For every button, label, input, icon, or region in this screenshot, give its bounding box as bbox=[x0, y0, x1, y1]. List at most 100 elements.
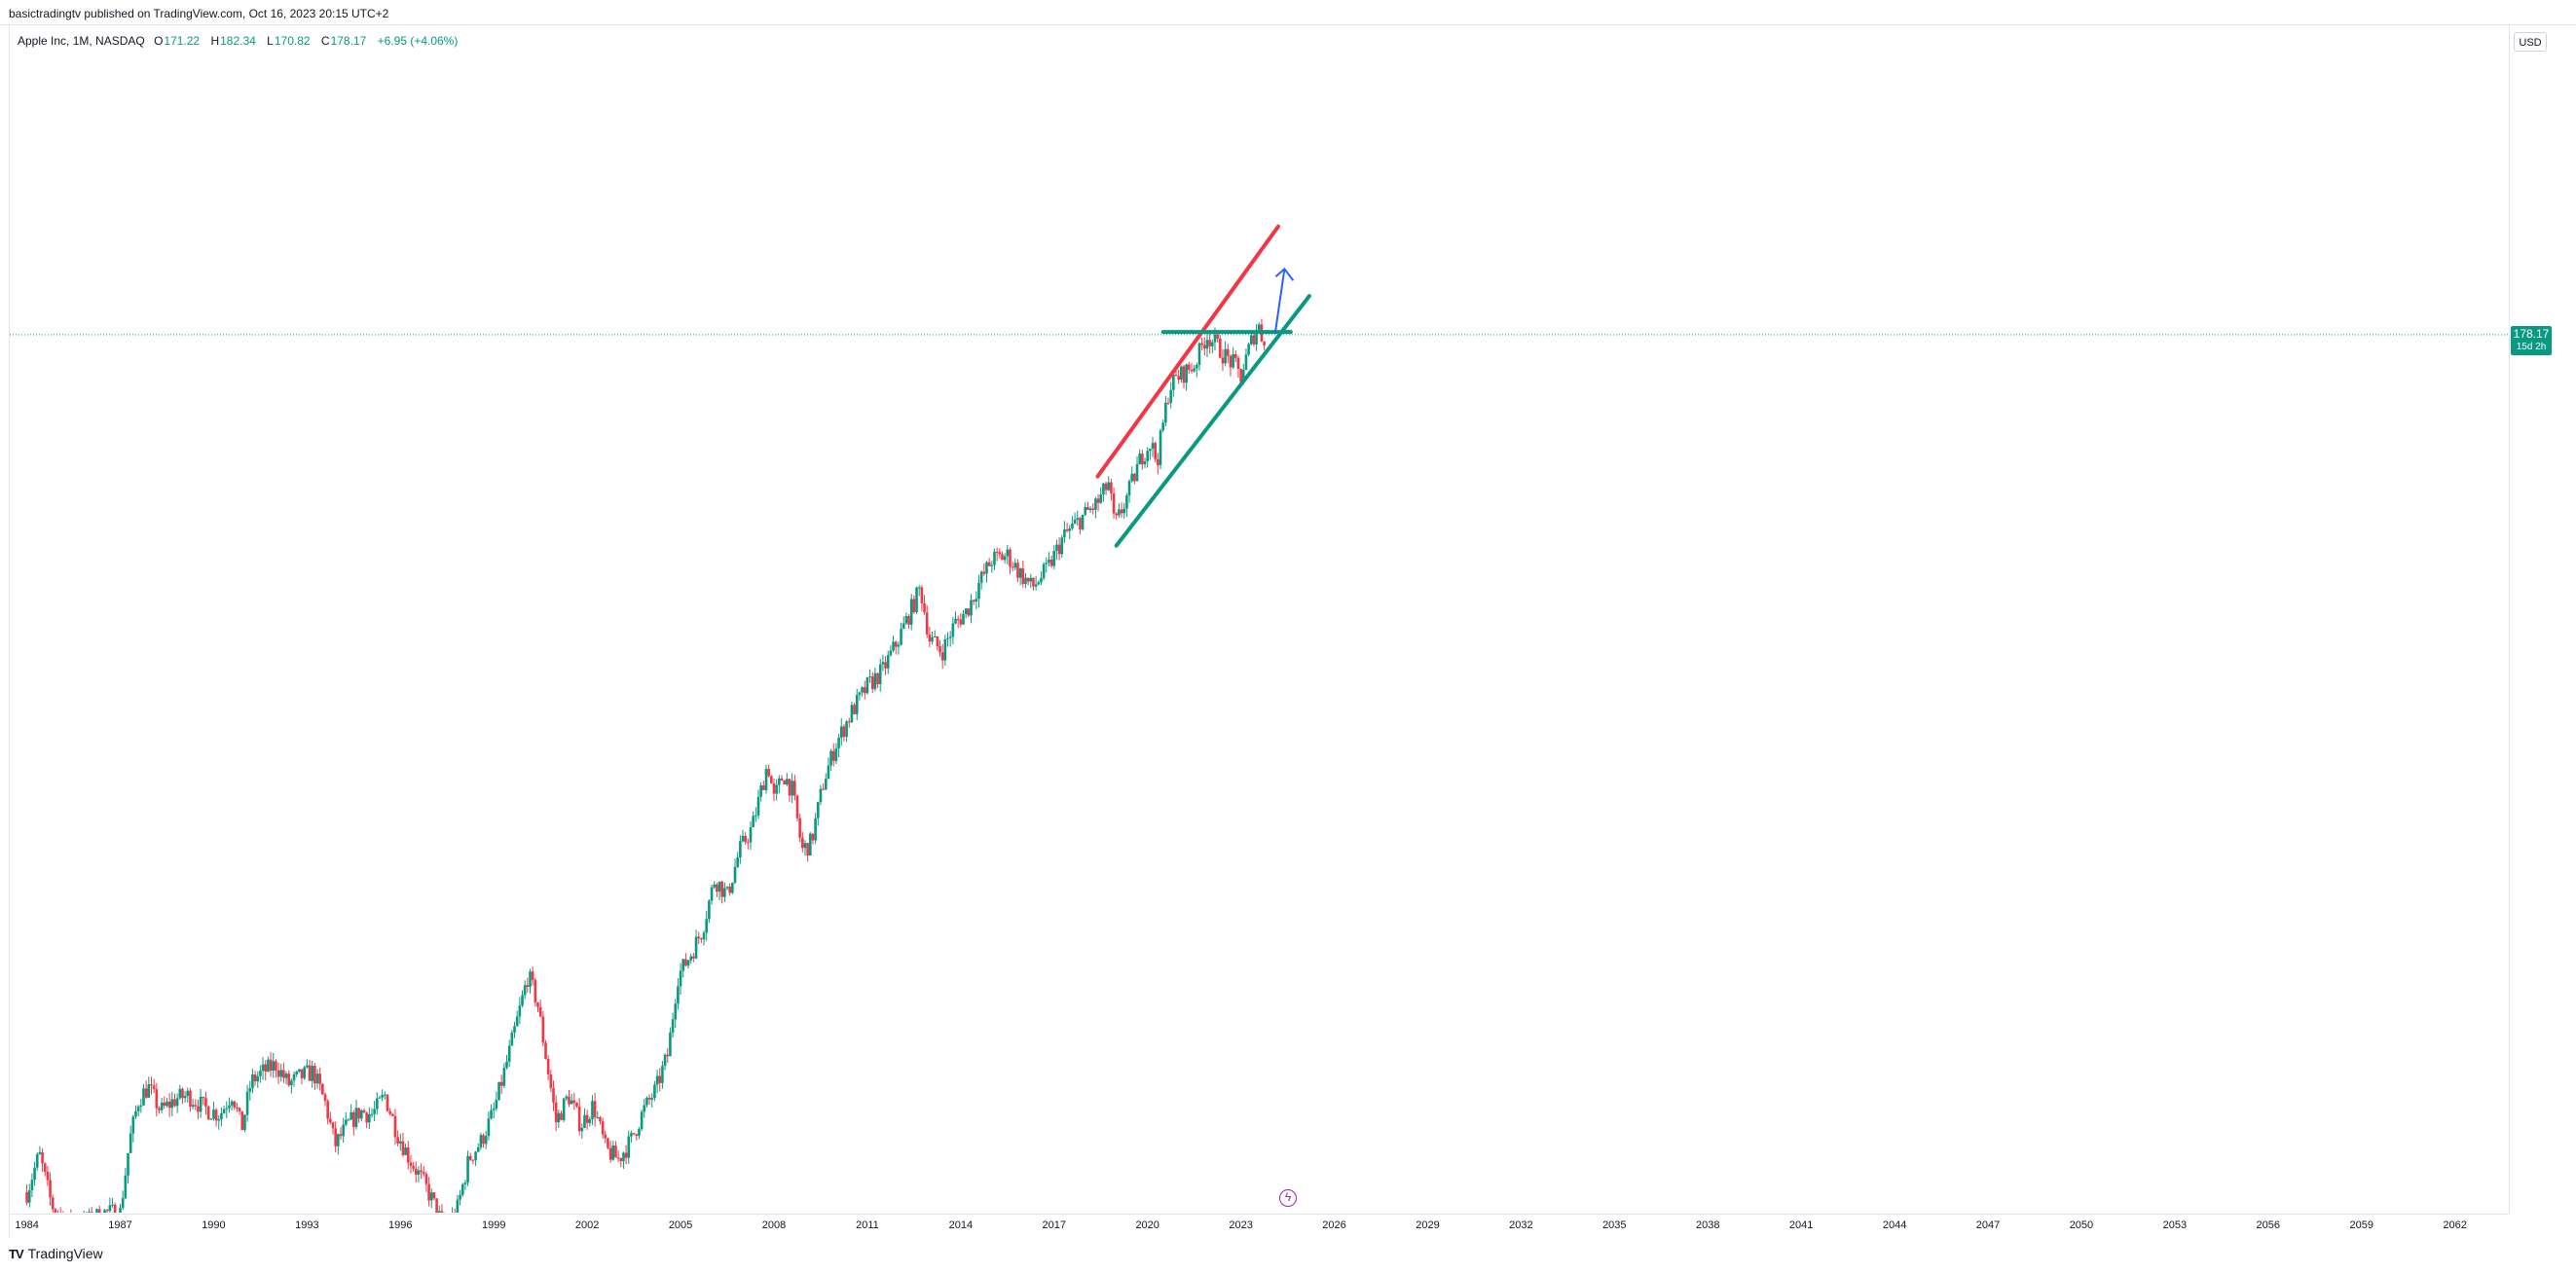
candle-body bbox=[1003, 556, 1007, 561]
candle-body bbox=[292, 1073, 296, 1081]
candle-body bbox=[632, 1133, 636, 1135]
candle-body bbox=[1107, 482, 1111, 491]
candle-body bbox=[155, 1089, 159, 1109]
candle-body bbox=[1011, 566, 1014, 568]
time-tick-label: 2017 bbox=[1043, 1219, 1066, 1231]
time-axis[interactable] bbox=[9, 1214, 2509, 1238]
candle-body bbox=[1013, 563, 1017, 568]
candle-body bbox=[593, 1101, 597, 1118]
candle-body bbox=[276, 1070, 280, 1077]
time-tick-label: 2056 bbox=[2257, 1219, 2280, 1231]
candle-body bbox=[744, 835, 747, 843]
candle-body bbox=[1224, 348, 1227, 364]
candle-body bbox=[362, 1109, 366, 1113]
candle-body bbox=[904, 615, 908, 624]
blue-arrow-head bbox=[1274, 267, 1295, 281]
candle-body bbox=[406, 1146, 410, 1163]
candle-body bbox=[321, 1083, 324, 1095]
candle-body bbox=[103, 1210, 106, 1213]
candle-body bbox=[1229, 355, 1233, 368]
candle-body bbox=[147, 1084, 151, 1098]
candle-body bbox=[705, 919, 709, 933]
candle-body bbox=[313, 1066, 316, 1084]
candle-body bbox=[1166, 402, 1170, 404]
candle-body bbox=[1172, 374, 1175, 390]
candle-body bbox=[238, 1108, 241, 1111]
candle-body bbox=[373, 1109, 376, 1114]
candle-body bbox=[1045, 563, 1049, 564]
candle-body bbox=[189, 1090, 192, 1108]
candle-body bbox=[1133, 473, 1136, 482]
candle-body bbox=[541, 1016, 545, 1043]
candle-body bbox=[775, 784, 778, 794]
candle-body bbox=[666, 1054, 670, 1057]
candle-body bbox=[298, 1069, 301, 1073]
lightning-event-icon[interactable]: ϟ bbox=[1279, 1189, 1297, 1207]
candle-body bbox=[710, 887, 714, 901]
candle-body bbox=[793, 781, 796, 796]
candle-body bbox=[577, 1106, 581, 1132]
price-axis[interactable] bbox=[2509, 25, 2576, 1214]
time-tick-label: 1987 bbox=[108, 1219, 131, 1231]
candle-body bbox=[951, 623, 955, 637]
time-tick-label: 2008 bbox=[762, 1219, 786, 1231]
candle-body bbox=[570, 1100, 573, 1105]
candle-body bbox=[474, 1151, 477, 1161]
candle-body bbox=[933, 636, 937, 637]
last-price-value: 178.17 bbox=[2513, 326, 2550, 341]
candle-body bbox=[1048, 560, 1050, 564]
candle-body bbox=[350, 1111, 352, 1120]
candle-body bbox=[347, 1119, 350, 1121]
candle-body bbox=[1205, 340, 1209, 349]
candle-body bbox=[938, 646, 941, 653]
candle-body bbox=[1118, 509, 1121, 516]
candle-body bbox=[975, 599, 978, 602]
candle-body bbox=[1154, 443, 1157, 459]
candle-body bbox=[158, 1108, 161, 1110]
candle-body bbox=[588, 1119, 592, 1123]
candle-body bbox=[337, 1134, 340, 1146]
candle-body bbox=[979, 571, 983, 583]
candle-body bbox=[943, 638, 947, 661]
candle-body bbox=[842, 726, 846, 738]
candle-body bbox=[1091, 508, 1095, 510]
candle-body bbox=[173, 1099, 176, 1107]
candle-body bbox=[222, 1109, 226, 1113]
chart-frame[interactable] bbox=[9, 25, 2576, 1238]
candle-body bbox=[51, 1197, 55, 1210]
candle-body bbox=[892, 641, 895, 651]
candle-body bbox=[295, 1072, 299, 1074]
candle-body bbox=[284, 1073, 288, 1078]
candle-body bbox=[129, 1133, 132, 1153]
candle-body bbox=[689, 956, 693, 961]
tradingview-logo[interactable]: TV TradingView bbox=[9, 1246, 103, 1261]
candle-body bbox=[228, 1105, 231, 1109]
candle-body bbox=[692, 956, 695, 959]
candle-body bbox=[816, 802, 820, 818]
candle-body bbox=[640, 1111, 644, 1130]
candle-body bbox=[622, 1152, 625, 1162]
candle-body bbox=[513, 1026, 516, 1033]
candle-body bbox=[1226, 348, 1230, 356]
candle-body bbox=[1060, 537, 1064, 555]
candle-body bbox=[166, 1101, 168, 1107]
candle-body bbox=[858, 692, 862, 696]
candle-body bbox=[1138, 454, 1141, 464]
candle-body bbox=[510, 1032, 514, 1046]
candle-body bbox=[923, 602, 926, 613]
candle-body bbox=[928, 634, 932, 642]
candle-body bbox=[1197, 343, 1201, 366]
candle-body bbox=[814, 818, 817, 841]
candle-body bbox=[674, 1003, 678, 1020]
candle-body bbox=[144, 1088, 148, 1098]
candle-body bbox=[876, 673, 879, 684]
candle-body bbox=[502, 1068, 506, 1086]
currency-selector[interactable]: USD bbox=[2514, 32, 2547, 52]
candle-body bbox=[1244, 354, 1248, 370]
candle-body bbox=[985, 562, 988, 574]
candle-body bbox=[1149, 448, 1152, 452]
candle-body bbox=[829, 750, 832, 766]
candle-body bbox=[131, 1116, 135, 1134]
candle-body bbox=[386, 1094, 389, 1111]
